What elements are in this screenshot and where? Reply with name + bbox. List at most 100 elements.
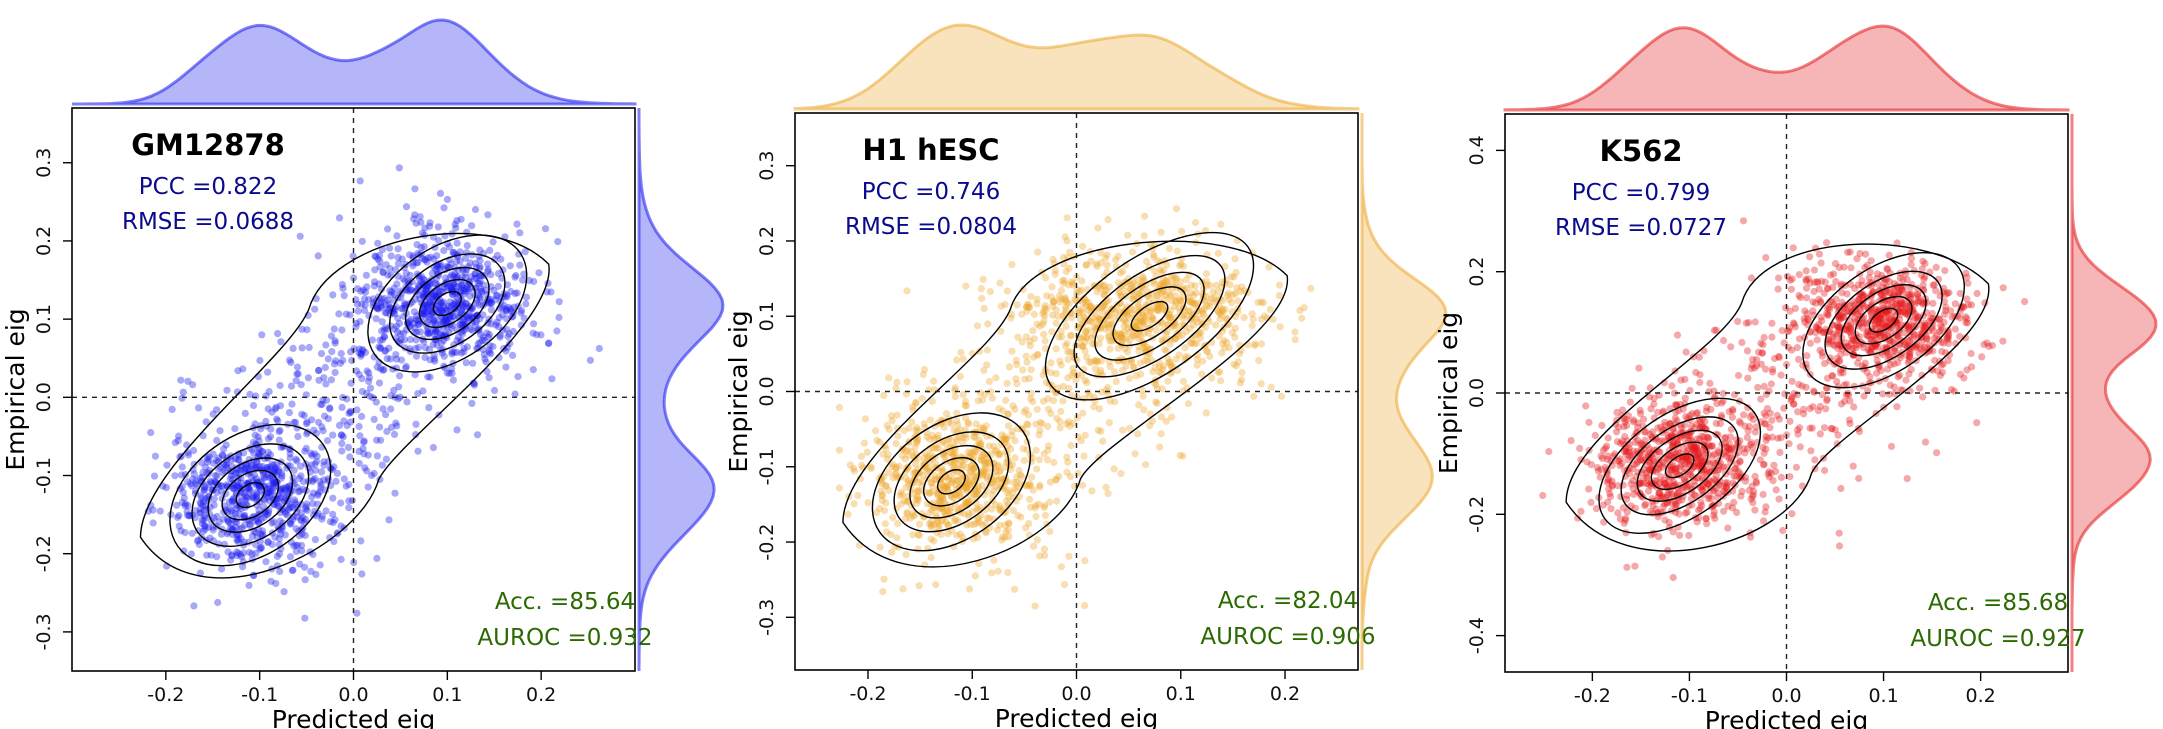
data-point <box>1083 333 1091 341</box>
data-point <box>1667 466 1675 474</box>
data-point <box>1722 484 1730 492</box>
data-point <box>988 505 996 513</box>
data-point <box>1663 454 1672 462</box>
data-point <box>384 271 392 279</box>
data-point <box>293 370 301 378</box>
data-point <box>374 239 382 247</box>
data-point <box>198 477 206 485</box>
data-point <box>1105 321 1113 329</box>
data-point <box>277 545 285 553</box>
data-point <box>1899 276 1907 284</box>
data-point <box>1012 375 1020 383</box>
data-point <box>967 462 975 470</box>
data-point <box>1219 340 1227 348</box>
data-point <box>1920 323 1928 331</box>
data-point <box>1111 398 1119 406</box>
data-point <box>446 298 454 306</box>
data-point <box>1867 257 1875 265</box>
data-point <box>195 540 203 549</box>
data-point <box>1744 374 1752 382</box>
data-point <box>1198 306 1206 315</box>
data-point <box>1885 315 1893 323</box>
data-point <box>264 538 272 546</box>
data-point <box>1167 313 1175 321</box>
data-point <box>979 471 987 479</box>
data-point <box>1255 357 1263 365</box>
data-point <box>985 514 993 522</box>
data-point <box>1647 405 1655 413</box>
data-point <box>914 545 922 553</box>
data-point <box>238 524 246 532</box>
data-point <box>326 405 334 413</box>
data-point <box>206 534 214 542</box>
data-point <box>1798 382 1806 390</box>
data-point <box>200 506 208 514</box>
data-point <box>920 463 929 471</box>
data-point <box>1802 275 1810 284</box>
data-point <box>248 550 256 558</box>
data-point <box>344 443 352 451</box>
data-point <box>1238 368 1246 377</box>
data-point <box>1823 239 1831 247</box>
data-point <box>1847 327 1855 335</box>
data-point <box>1079 342 1087 350</box>
data-point <box>945 436 953 444</box>
data-point <box>419 310 427 318</box>
data-point <box>502 305 510 313</box>
data-point <box>1897 285 1906 293</box>
data-point <box>266 487 275 495</box>
data-point <box>1064 418 1073 426</box>
data-point <box>1723 482 1731 490</box>
data-point <box>1926 347 1934 355</box>
data-point <box>1760 449 1768 457</box>
data-point <box>1122 261 1130 269</box>
data-point <box>1833 377 1841 386</box>
data-point <box>1144 357 1152 366</box>
data-point <box>364 451 372 459</box>
data-point <box>378 318 386 326</box>
data-point <box>1773 411 1781 420</box>
data-point <box>1186 307 1194 315</box>
data-point <box>1074 469 1082 477</box>
data-point <box>271 405 279 413</box>
data-point <box>260 474 268 482</box>
data-point <box>311 460 319 468</box>
data-point <box>1827 425 1835 433</box>
data-point <box>205 480 213 488</box>
data-point <box>1837 341 1845 350</box>
data-point <box>392 355 401 363</box>
data-point <box>1804 275 1812 283</box>
data-point <box>1143 308 1151 316</box>
data-point <box>891 471 899 479</box>
data-point <box>953 477 961 485</box>
data-point <box>1939 339 1947 347</box>
data-point <box>1962 269 1970 277</box>
data-point <box>1855 295 1863 304</box>
data-point <box>857 452 866 460</box>
data-point <box>923 464 931 473</box>
data-point <box>441 316 450 324</box>
data-point <box>1698 487 1707 495</box>
data-point <box>1051 266 1059 275</box>
data-point <box>1257 380 1265 388</box>
data-point <box>1033 351 1041 359</box>
data-point <box>1041 551 1049 560</box>
data-point <box>1895 333 1903 341</box>
data-point <box>1652 505 1660 513</box>
data-point <box>1859 292 1867 301</box>
data-point <box>228 551 236 559</box>
data-point <box>517 321 526 329</box>
data-point <box>227 520 235 528</box>
data-point <box>516 229 524 237</box>
data-point <box>1760 517 1768 525</box>
data-point <box>1629 416 1638 424</box>
data-point <box>1668 466 1676 474</box>
data-point <box>949 475 957 484</box>
data-point <box>1862 250 1870 258</box>
data-point <box>1945 289 1953 297</box>
data-point <box>990 442 998 450</box>
data-point <box>1816 430 1824 438</box>
x-tick-label: 0.1 <box>1166 683 1196 705</box>
data-point <box>1166 292 1174 300</box>
contour-line <box>1044 231 1255 401</box>
